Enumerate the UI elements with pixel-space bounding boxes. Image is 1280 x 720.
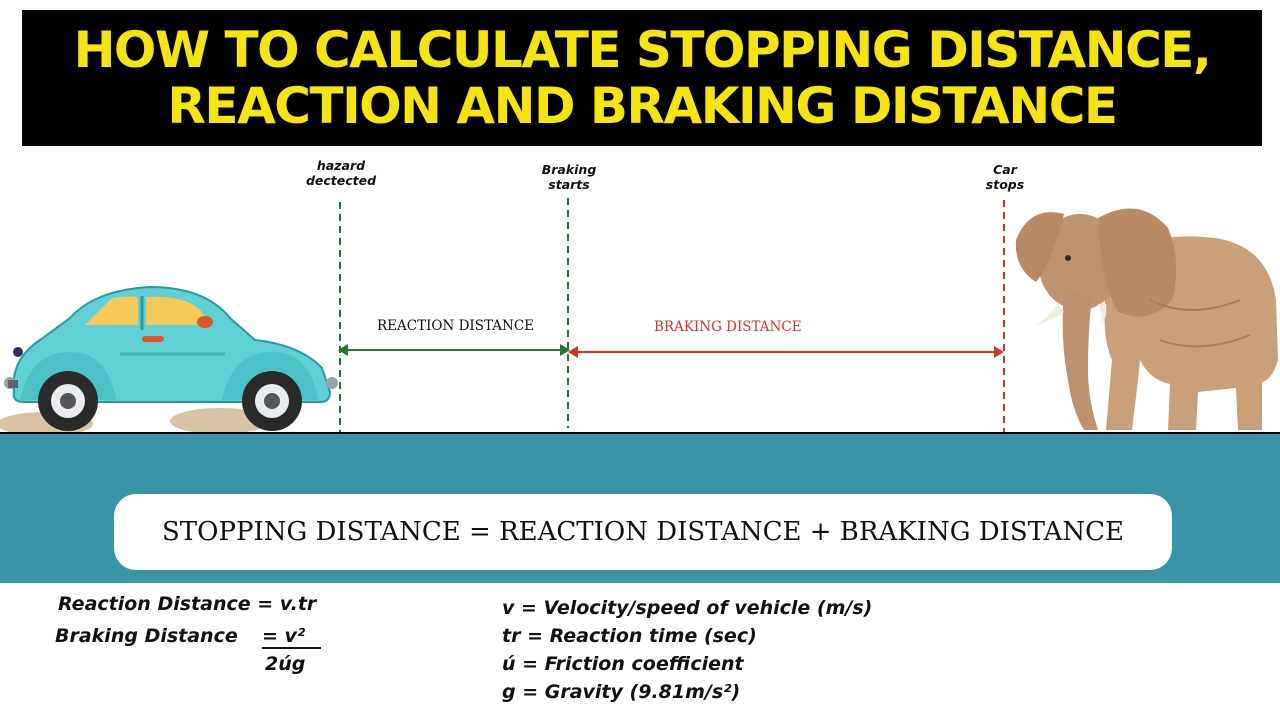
- braking-distance-numerator: = v²: [262, 625, 322, 649]
- legend-reaction-time: tr = Reaction time (sec): [502, 625, 757, 647]
- stopping-distance-formula-text: STOPPING DISTANCE = REACTION DISTANCE + …: [162, 517, 1124, 547]
- braking-numerator-text: = v²: [262, 625, 322, 649]
- title-line-2: REACTION AND BRAKING DISTANCE: [167, 77, 1118, 135]
- hazard-detected-label: hazard dectected: [305, 158, 377, 188]
- stopping-distance-formula: STOPPING DISTANCE = REACTION DISTANCE + …: [114, 494, 1172, 570]
- reaction-distance-label: REACTION DISTANCE: [377, 318, 535, 334]
- braking-distance-formula-label: Braking Distance: [55, 625, 238, 647]
- legend-gravity: g = Gravity (9.81m/s²): [502, 681, 741, 703]
- braking-distance-arrow: [568, 346, 1004, 358]
- braking-distance-label: BRAKING DISTANCE: [654, 319, 802, 335]
- title-banner: HOW TO CALCULATE STOPPING DISTANCE, REAC…: [22, 10, 1262, 146]
- road-scene: [0, 198, 1280, 436]
- braking-distance-denominator: 2úg: [265, 653, 306, 675]
- braking-starts-label: Braking starts: [541, 162, 597, 192]
- reaction-distance-arrow: [338, 344, 570, 356]
- car-illustration: [4, 285, 338, 431]
- legend-velocity: v = Velocity/speed of vehicle (m/s): [502, 597, 873, 619]
- elephant-illustration: [1015, 208, 1278, 430]
- reaction-distance-formula: Reaction Distance = v.tr: [58, 593, 317, 615]
- car-stops-label: Car stops: [985, 162, 1025, 192]
- title-line-1: HOW TO CALCULATE STOPPING DISTANCE,: [73, 21, 1212, 79]
- legend-friction: ú = Friction coefficient: [502, 653, 744, 675]
